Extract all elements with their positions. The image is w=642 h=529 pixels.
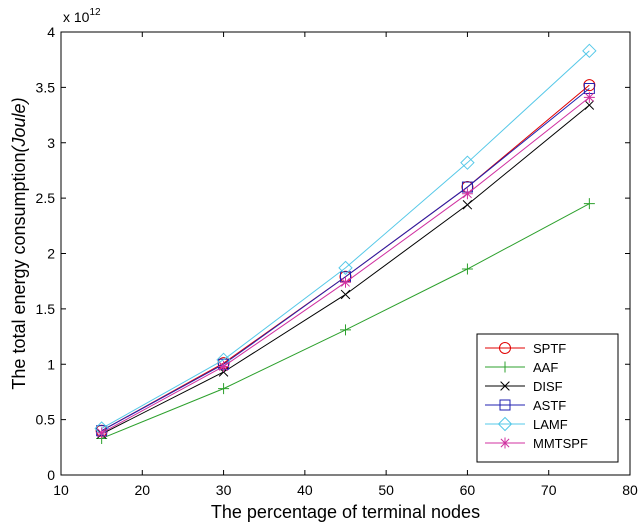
legend-label: ASTF [533, 398, 566, 413]
legend-label: DISF [533, 379, 563, 394]
data-point [461, 188, 473, 200]
series-aaf [96, 198, 595, 444]
legend-item-astf: ASTF [485, 398, 566, 413]
data-point [96, 427, 108, 439]
data-point [582, 43, 597, 59]
y-tick-label: 1.5 [36, 301, 56, 317]
y-axis-exponent: x 1012 [63, 7, 101, 25]
legend-label: SPTF [533, 341, 566, 356]
data-point [462, 200, 473, 210]
y-tick-label: 2.5 [36, 190, 56, 206]
y-axis-label-main: The total energy consumption [9, 152, 29, 389]
x-tick-labels: 10 20 30 40 50 60 70 80 [53, 482, 638, 498]
legend-label: MMTSPF [533, 436, 588, 451]
y-axis-label: The total energy consumption(Joule) [9, 97, 29, 389]
legend-label: AAF [533, 360, 558, 375]
series-line [101, 50, 590, 429]
legend-marker [499, 437, 511, 449]
x-tick-label: 50 [378, 482, 394, 498]
legend-marker [499, 361, 511, 373]
legend-marker [499, 342, 511, 354]
data-point [340, 276, 351, 288]
legend-box [476, 333, 619, 463]
data-point [461, 263, 473, 275]
legend-marker [499, 399, 511, 411]
data-point [460, 155, 475, 170]
y-tick-label: 2 [47, 246, 55, 262]
data-point [584, 100, 595, 110]
y-tick-label: 3.5 [36, 79, 56, 95]
data-point [583, 198, 595, 210]
x-tick-label: 20 [134, 482, 150, 498]
data-point [218, 360, 230, 372]
series-line [101, 88, 590, 432]
axis-ticks [60, 31, 631, 476]
x-tick-label: 60 [460, 482, 476, 498]
y-tick-label: 4 [47, 24, 55, 40]
legend-item-mmtspf: MMTSPF [485, 436, 588, 451]
data-point [340, 289, 351, 300]
y-axis-label-unit: (Joule) [9, 97, 29, 152]
x-tick-label: 80 [622, 482, 638, 498]
series-layer [94, 43, 597, 444]
legend-item-sptf: SPTF [485, 341, 566, 356]
legend-item-aaf: AAF [485, 360, 558, 375]
x-tick-label: 30 [216, 482, 232, 498]
x-tick-label: 40 [297, 482, 313, 498]
legend-marker [497, 416, 513, 432]
legend: SPTF AAF DISF ASTF LAMF MMTSPF [476, 333, 619, 463]
data-point [340, 324, 351, 336]
data-point [338, 260, 353, 276]
x-axis-label: The percentage of terminal nodes [211, 502, 480, 522]
x-tick-label: 70 [541, 482, 557, 498]
y-tick-label: 1 [47, 356, 55, 372]
y-axis-exponent-power: 12 [89, 7, 101, 18]
x-tick-label: 10 [53, 482, 69, 498]
data-point [218, 383, 230, 395]
series-mmtspf [96, 91, 595, 439]
data-point [583, 91, 595, 103]
legend-item-lamf: LAMF [485, 416, 568, 432]
y-tick-label: 3 [47, 135, 55, 151]
y-tick-labels: 0 0.5 1 1.5 2 2.5 3 3.5 4 [36, 24, 56, 483]
legend-label: LAMF [533, 417, 568, 432]
legend-marker [500, 381, 510, 391]
y-tick-label: 0 [47, 467, 55, 483]
legend-item-disf: DISF [485, 379, 563, 394]
y-tick-label: 0.5 [36, 412, 56, 428]
